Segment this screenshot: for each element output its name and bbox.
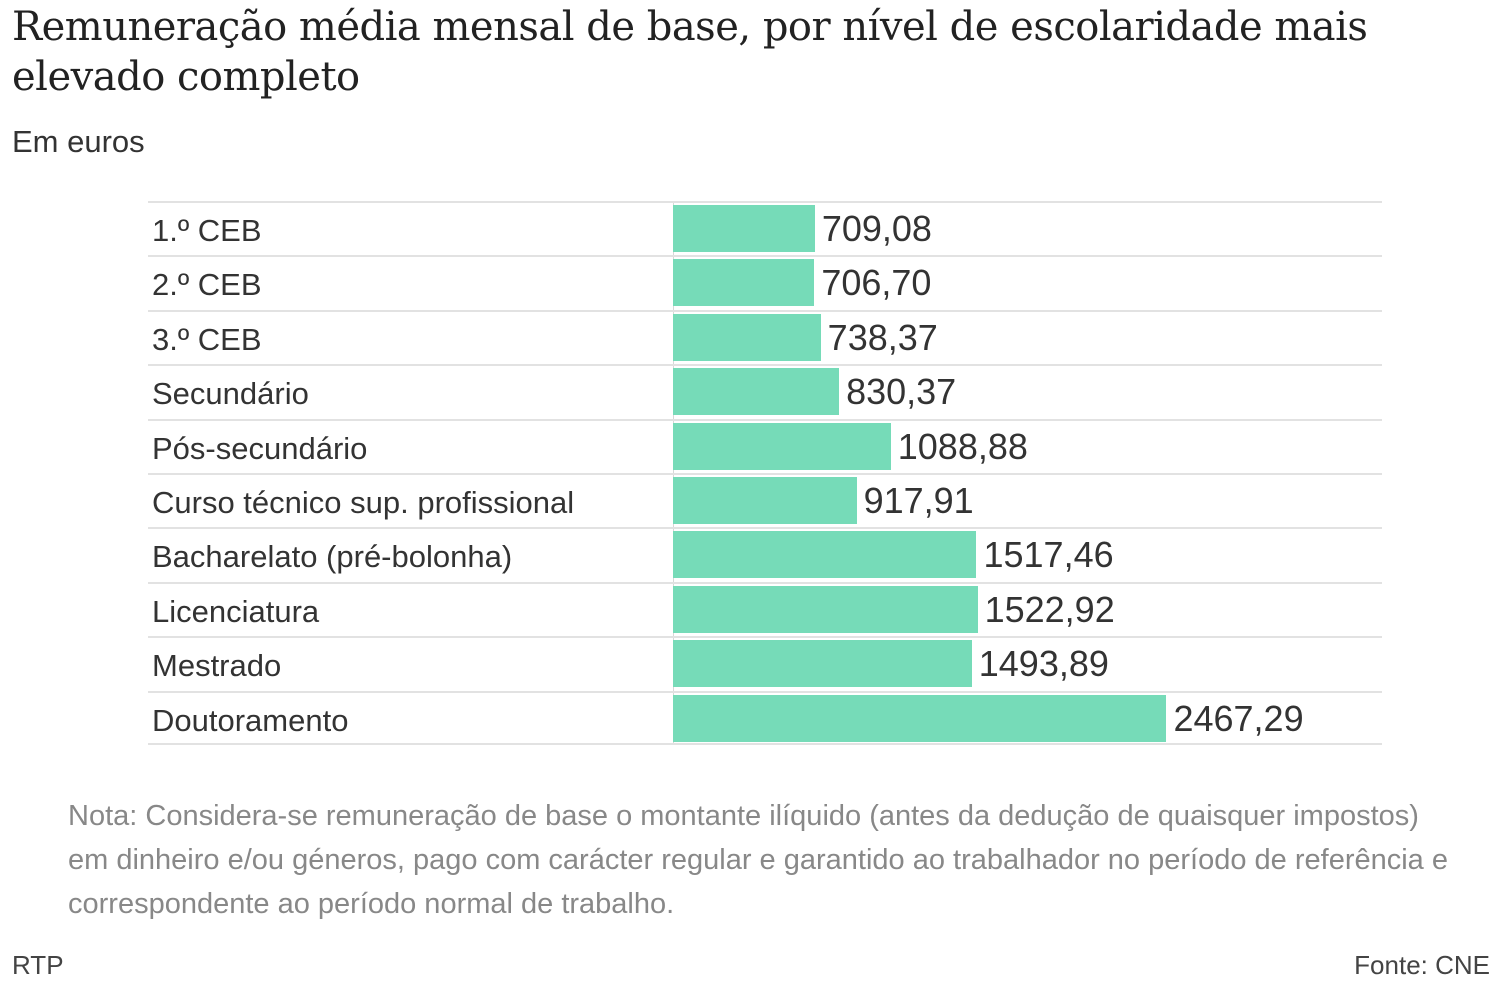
value-label: 709,08 <box>821 208 932 249</box>
bar <box>673 694 1167 742</box>
chart-subtitle: Em euros <box>12 124 145 159</box>
category-label: Curso técnico sup. profissional <box>152 485 575 520</box>
category-label: Pós-secundário <box>152 430 368 466</box>
credit-label: RTP <box>12 950 64 980</box>
value-label: 738,37 <box>827 316 938 358</box>
chart-title: Remuneração média mensal de base, por ní… <box>12 4 1368 100</box>
chart-row: Licenciatura 1522,92 <box>148 581 1382 636</box>
bar-chart: 1.º CEB 709,08 2.º CEB 706,70 3.º CEB 738,37 S… <box>148 201 1382 745</box>
category-label: Mestrado <box>152 648 282 684</box>
bar <box>673 422 891 470</box>
value-label: 1493,89 <box>978 643 1109 685</box>
chart-row: 2.º CEB 706,70 <box>148 255 1382 309</box>
category-label: 3.º CEB <box>152 321 262 357</box>
bar <box>673 259 815 307</box>
source-label: Fonte: CNE <box>1354 950 1490 980</box>
value-label: 917,91 <box>863 480 974 521</box>
category-label: 1.º CEB <box>152 213 262 248</box>
value-label: 1088,88 <box>897 425 1028 467</box>
chart-row: Bacharelato (pré-bolonha) 1517,46 <box>148 527 1382 581</box>
category-label: Bacharelato (pré-bolonha) <box>152 539 513 575</box>
category-label: Secundário <box>152 376 309 412</box>
bar <box>673 313 821 361</box>
chart-row: Pós-secundário 1088,88 <box>148 418 1382 473</box>
chart-row: 1.º CEB 709,08 <box>148 201 1382 255</box>
chart-row: 3.º CEB 738,37 <box>148 309 1382 364</box>
bar <box>673 205 815 252</box>
bar <box>673 531 977 579</box>
value-label: 1517,46 <box>983 534 1114 576</box>
bar <box>673 368 840 416</box>
bar <box>673 585 978 633</box>
value-label: 2467,29 <box>1173 697 1304 739</box>
value-label: 1522,92 <box>984 588 1115 630</box>
bar <box>673 477 857 524</box>
footnote: Nota: Considera-se remuneração de base o… <box>68 800 1448 920</box>
chart-row: Curso técnico sup. profissional 917,91 <box>148 473 1382 527</box>
category-label: 2.º CEB <box>152 267 262 303</box>
category-label: Licenciatura <box>152 593 320 629</box>
chart-row: Doutoramento 2467,29 <box>148 690 1382 745</box>
chart-row: Mestrado 1493,89 <box>148 636 1382 690</box>
category-label: Doutoramento <box>152 702 349 738</box>
bar <box>673 640 972 688</box>
value-label: 830,37 <box>846 371 957 413</box>
value-label: 706,70 <box>821 262 932 304</box>
chart-row: Secundário 830,37 <box>148 364 1382 418</box>
